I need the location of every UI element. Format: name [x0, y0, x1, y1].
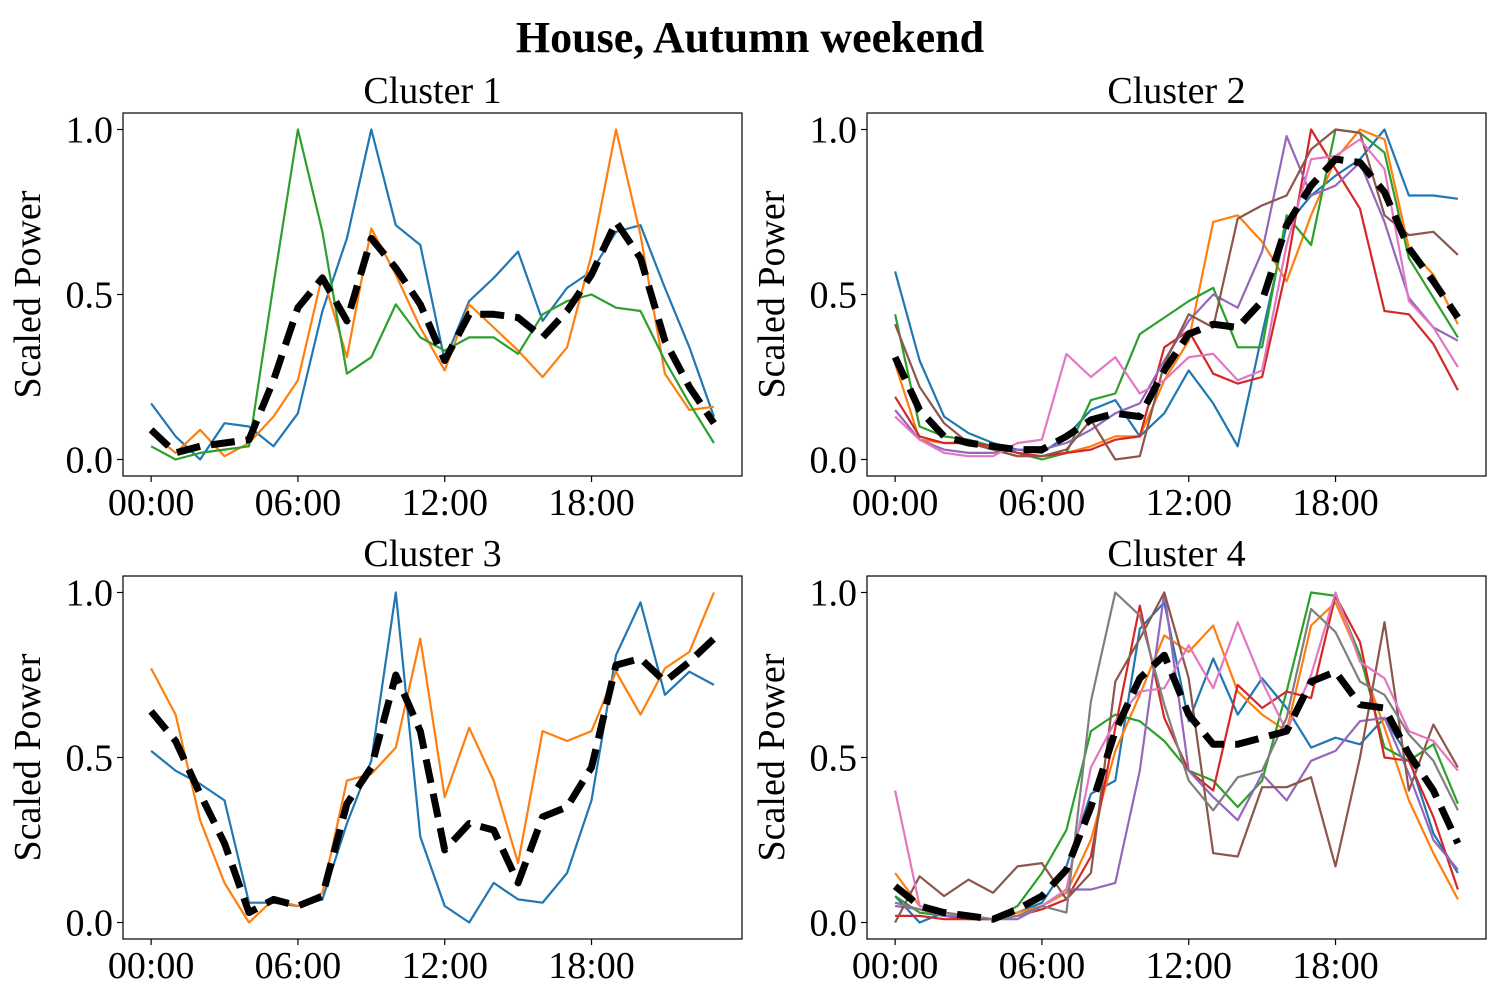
series-line-1 — [150, 591, 715, 924]
series-group — [892, 591, 1462, 924]
series-line-3 — [150, 128, 715, 461]
plot-frame — [122, 575, 743, 940]
series-group — [148, 591, 717, 924]
series-line-2 — [150, 592, 715, 924]
y-tick-label: 0.5 — [810, 275, 858, 317]
subplots: Cluster 1 Scaled Power 00:00 06:00 12:00 18:0… — [7, 70, 1487, 987]
series-line-2 — [150, 128, 715, 458]
subplot-2: Cluster 2 Scaled Power 00:00 06:00 12:00 18:0… — [751, 70, 1487, 524]
x-tick-label: 00:00 — [108, 945, 195, 987]
x-tick-label: 06:00 — [999, 482, 1086, 524]
y-tick-label: 0.0 — [810, 903, 858, 945]
y-tick-label: 1.0 — [810, 110, 858, 152]
mean-series-line — [891, 155, 1461, 454]
series-group — [148, 128, 717, 461]
series-line-5 — [894, 135, 1459, 454]
y-tick-label: 0.5 — [810, 738, 858, 780]
subplot-1: Cluster 1 Scaled Power 00:00 06:00 12:00 18:0… — [7, 70, 743, 524]
series-line-1 — [894, 601, 1459, 924]
subplot-title: Cluster 2 — [1107, 70, 1245, 112]
series-line-6 — [894, 128, 1459, 461]
x-tick-label: 06:00 — [255, 482, 342, 524]
series-line-1 — [150, 128, 715, 461]
x-tick-label: 18:00 — [548, 482, 635, 524]
x-tick-label: 12:00 — [401, 482, 488, 524]
x-tick-label: 06:00 — [255, 945, 342, 987]
y-axis-label: Scaled Power — [751, 190, 793, 398]
series-line-7 — [894, 138, 1459, 458]
y-tick-label: 1.0 — [66, 110, 114, 152]
series-line-2 — [894, 601, 1459, 921]
y-tick-label: 1.0 — [810, 573, 858, 615]
series-line-6 — [894, 591, 1459, 924]
mean-series-line — [148, 218, 717, 457]
subplot-title: Cluster 3 — [363, 533, 501, 575]
x-tick-label: 00:00 — [108, 482, 195, 524]
plot-frame — [866, 112, 1487, 477]
x-tick-label: 06:00 — [999, 945, 1086, 987]
y-tick-label: 0.0 — [810, 440, 858, 482]
subplot-title: Cluster 4 — [1107, 533, 1245, 575]
subplot-title: Cluster 1 — [363, 70, 501, 112]
series-line-3 — [894, 591, 1459, 921]
y-tick-label: 0.5 — [66, 275, 114, 317]
y-axis-label: Scaled Power — [7, 653, 49, 861]
x-tick-label: 12:00 — [401, 945, 488, 987]
y-tick-label: 1.0 — [66, 573, 114, 615]
subplot-3: Cluster 3 Scaled Power 00:00 06:00 12:00 18:0… — [7, 533, 743, 987]
y-tick-label: 0.5 — [66, 738, 114, 780]
series-line-1 — [894, 128, 1459, 454]
x-tick-label: 18:00 — [1292, 482, 1379, 524]
y-tick-label: 0.0 — [66, 903, 114, 945]
subplot-4: Cluster 4 Scaled Power 00:00 06:00 12:00 18:0… — [751, 533, 1487, 987]
x-tick-label: 12:00 — [1145, 945, 1232, 987]
mean-series-line — [892, 651, 1462, 923]
x-tick-label: 12:00 — [1145, 482, 1232, 524]
y-axis-label: Scaled Power — [751, 653, 793, 861]
x-tick-label: 18:00 — [548, 945, 635, 987]
x-tick-label: 00:00 — [852, 482, 939, 524]
y-axis-label: Scaled Power — [7, 190, 49, 398]
series-group — [891, 128, 1461, 461]
mean-series-line — [148, 636, 717, 917]
x-tick-label: 18:00 — [1292, 945, 1379, 987]
y-tick-label: 0.0 — [66, 440, 114, 482]
x-tick-label: 00:00 — [852, 945, 939, 987]
series-line-8 — [894, 591, 1459, 921]
figure-title: House, Autumn weekend — [516, 13, 984, 62]
